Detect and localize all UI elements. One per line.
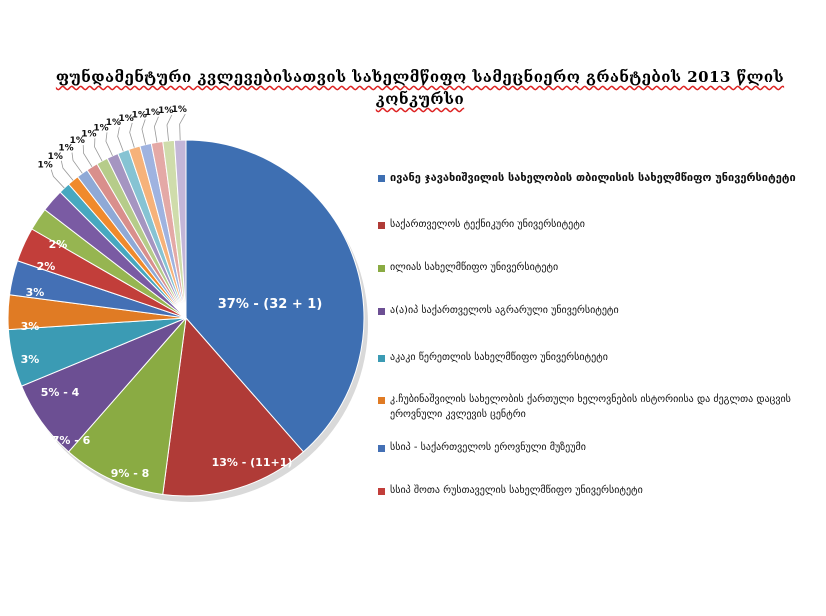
pie-leader-line [50,169,65,189]
legend-item: ილიას სახელმწიფო უნივერსიტეტი [378,260,808,275]
legend-item: საქართველოს ტექნიკური უნივერსიტეტი [378,217,808,232]
pie-data-label: 2% [37,260,56,273]
legend-item: ივანე ჯავახიშვილის სახელობის თბილისის სა… [378,170,808,185]
pie-data-label: 1% [81,129,96,139]
legend-item: ა(ა)იპ საქართველოს აგრარული უნივერსიტეტი [378,303,808,318]
pie-data-label: 3% [21,320,40,333]
pie-data-label: 1% [48,152,63,162]
pie-leader-line [60,160,74,181]
pie-data-label: 37% - (32 + 1) [218,297,323,312]
chart-title-line-1: ფუნდამენტური კვლევებისათვის სახელმწიფო ს… [55,68,785,86]
legend-swatch [378,308,385,315]
pie-data-label: 1% [106,118,121,128]
pie-data-label: 13% - (11+1) [212,456,293,469]
pie-data-label: 1% [132,110,147,120]
legend-swatch [378,488,385,495]
pie-leader-line [153,116,159,143]
legend-swatch [378,355,385,362]
pie-data-label: 1% [58,144,73,154]
legend-swatch [378,265,385,272]
legend-swatch [378,222,385,229]
legend-swatch [378,175,385,182]
pie-slice [162,316,305,497]
legend-item: აკაკი წერეთლის სახელმწიფო უნივერსიტეტი [378,350,808,365]
pie-leader-line [117,127,124,152]
pie-data-label: 3% [26,286,45,299]
chart-title: ფუნდამენტური კვლევებისათვის სახელმწიფო ს… [40,66,800,110]
pie-data-label: 1% [145,108,160,118]
pie-data-label: 3% [21,353,40,366]
legend-label: ილიას სახელმწიფო უნივერსიტეტი [390,262,559,273]
pie-slice [67,316,187,496]
pie-leader-line [94,138,103,162]
legend-item: სსიპ - საქართველოს ეროვნული მუზეუმი [378,440,808,455]
chart-title-line-2: კონკურსი [375,90,465,108]
pie-leader-line [141,119,146,145]
legend-label: სსიპ შოთა რუსთაველის სახელმწიფო უნივერსი… [390,485,643,496]
pie-data-label: 5% - 4 [41,386,80,399]
legend-label: საქართველოს ტექნიკური უნივერსიტეტი [390,219,585,230]
pie-slice [185,139,365,453]
pie-leader-line [82,145,93,168]
pie-data-label: 2% [49,238,68,251]
pie-leader-line [179,113,186,141]
pie-data-label: 1% [38,161,53,171]
pie-data-label: 1% [93,123,108,133]
legend-label: ა(ა)იპ საქართველოს აგრარული უნივერსიტეტი [390,305,619,316]
pie-data-label: 1% [158,106,173,116]
pie-leader-line [166,114,173,141]
legend-swatch [378,397,385,404]
legend-label: სსიპ - საქართველოს ეროვნული მუზეუმი [390,442,586,453]
legend-label: კ.ჩუბინაშვილის სახელობის ქართული ხელოვნე… [390,394,791,420]
pie-data-label: 7% - 6 [52,434,91,447]
pie-data-label: 1% [172,105,187,115]
pie-leader-line [71,152,83,174]
pie-data-label: 1% [119,114,134,124]
pie-data-label: 9% - 8 [111,467,150,480]
legend-item: სსიპ შოთა რუსთაველის სახელმწიფო უნივერსი… [378,483,808,498]
pie-leader-line [105,132,113,157]
pie-leader-line [129,122,135,148]
legend-label: ივანე ჯავახიშვილის სახელობის თბილისის სა… [390,171,796,184]
legend-swatch [378,445,385,452]
legend-label: აკაკი წერეთლის სახელმწიფო უნივერსიტეტი [390,352,608,363]
legend-item: კ.ჩუბინაშვილის სახელობის ქართული ხელოვნე… [378,392,808,422]
pie-data-label: 1% [70,136,85,146]
